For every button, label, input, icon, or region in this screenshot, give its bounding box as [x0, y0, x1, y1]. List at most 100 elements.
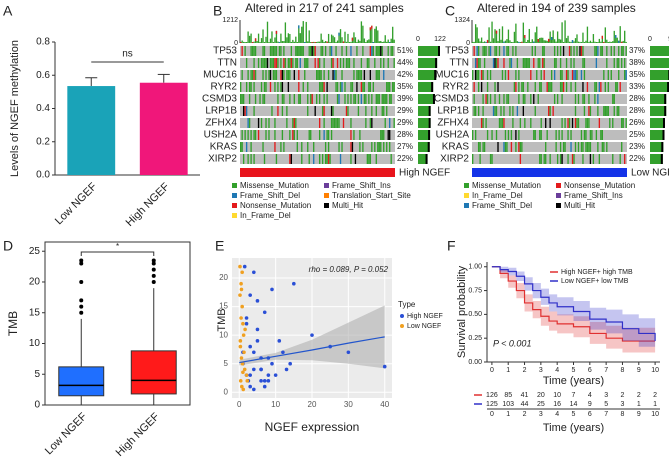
gene-bar	[418, 70, 437, 80]
mutation-cell	[314, 46, 316, 56]
mutation-cell	[477, 142, 480, 152]
sample-bar	[488, 27, 490, 43]
mutation-cell	[263, 154, 266, 164]
sample-bar	[576, 34, 578, 43]
mutation-cell	[489, 70, 492, 80]
mutation-cell	[274, 130, 276, 140]
mutation-cell	[354, 154, 357, 164]
mutation-cell	[296, 130, 298, 140]
mutation-cell	[338, 142, 340, 152]
mutation-cell	[335, 46, 337, 56]
legend-label: Missense_Mutation	[472, 181, 541, 190]
mutation-cell	[521, 142, 523, 152]
mutation-cell	[318, 70, 321, 80]
mutation-cell	[329, 154, 331, 164]
mutation-cell	[321, 154, 324, 164]
risk-x-tick-label: 9	[637, 411, 641, 418]
mutation-cell	[559, 46, 562, 56]
mutation-cell	[262, 142, 264, 152]
sample-bar	[368, 39, 370, 43]
mutation-cell	[369, 118, 372, 128]
mutation-cell	[524, 118, 526, 128]
mutation-cell	[537, 58, 539, 68]
mutation-cell	[362, 82, 364, 92]
y-axis-label: TMB	[6, 311, 20, 336]
mutation-cell	[500, 118, 502, 128]
sample-bar	[390, 38, 392, 43]
mutation-cell	[549, 106, 551, 116]
mutation-cell	[516, 58, 519, 68]
risk-count: 126	[486, 392, 498, 399]
mutation-cell	[387, 130, 389, 140]
mutation-cell	[573, 46, 575, 56]
mutation-cell	[603, 70, 605, 80]
mutation-cell	[574, 94, 577, 104]
pct-label: 28%	[629, 106, 645, 115]
sample-bar	[332, 35, 334, 43]
legend-swatch	[324, 203, 329, 208]
legend-swatch	[556, 203, 561, 208]
mutation-cell	[507, 130, 510, 140]
mutation-cell	[527, 58, 529, 68]
mutation-cell	[524, 94, 526, 104]
legend-label: Frame_Shift_Ins	[564, 191, 623, 200]
x-tick-label: 8	[621, 367, 625, 374]
gene-bar	[650, 142, 664, 152]
gene-label: XIRP2	[440, 154, 469, 165]
mutation-cell	[344, 94, 346, 104]
mutation-cell	[247, 118, 249, 128]
mutation-cell	[371, 118, 373, 128]
row-bg	[240, 106, 395, 116]
mutation-cell	[262, 70, 264, 80]
survival-curve	[491, 266, 656, 342]
mutation-cell	[543, 70, 545, 80]
sample-bar	[492, 38, 495, 43]
pct-label: 33%	[629, 82, 645, 91]
sample-bar	[512, 41, 514, 43]
mutation-cell	[253, 70, 255, 80]
mutation-cell	[613, 94, 615, 104]
outlier	[79, 310, 84, 315]
y-tick-label: 0.75	[468, 287, 482, 294]
sample-bar	[251, 41, 254, 43]
sample-bar	[565, 38, 568, 43]
sample-bar	[476, 27, 478, 43]
outlier	[151, 279, 156, 284]
mutation-cell	[567, 154, 569, 164]
row-bg	[240, 154, 395, 164]
mutation-cell	[304, 58, 306, 68]
mutation-cell	[372, 82, 374, 92]
sample-bar	[316, 41, 318, 43]
mutation-cell	[598, 154, 601, 164]
mutation-cell	[494, 106, 496, 116]
mutation-cell	[333, 118, 336, 128]
y-tick-label: 10	[219, 330, 228, 339]
mutation-cell	[375, 46, 377, 56]
mutation-cell	[383, 130, 385, 140]
mutation-cell	[548, 106, 550, 116]
mutation-cell	[610, 46, 612, 56]
pct-label: 25%	[629, 130, 645, 139]
mutation-cell	[323, 70, 325, 80]
mutation-cell	[543, 58, 545, 68]
gene-bar	[418, 118, 431, 128]
mutation-cell	[519, 142, 522, 152]
mutation-cell	[269, 46, 272, 56]
sample-bar	[360, 21, 363, 43]
mutation-cell	[480, 70, 483, 80]
mutation-cell	[378, 70, 380, 80]
mutation-cell	[268, 118, 270, 128]
mutation-cell	[621, 46, 623, 56]
mutation-cell	[625, 46, 627, 56]
mutation-cell	[321, 82, 324, 92]
point	[252, 387, 256, 392]
mutation-cell	[501, 70, 504, 80]
mutation-cell	[339, 58, 342, 68]
mutation-cell	[301, 142, 303, 152]
point	[244, 373, 249, 377]
gene-label: CSMD3	[434, 94, 469, 105]
mutation-cell	[287, 82, 290, 92]
group-bar	[472, 168, 627, 177]
mutation-cell	[363, 94, 366, 104]
bar	[67, 86, 116, 175]
